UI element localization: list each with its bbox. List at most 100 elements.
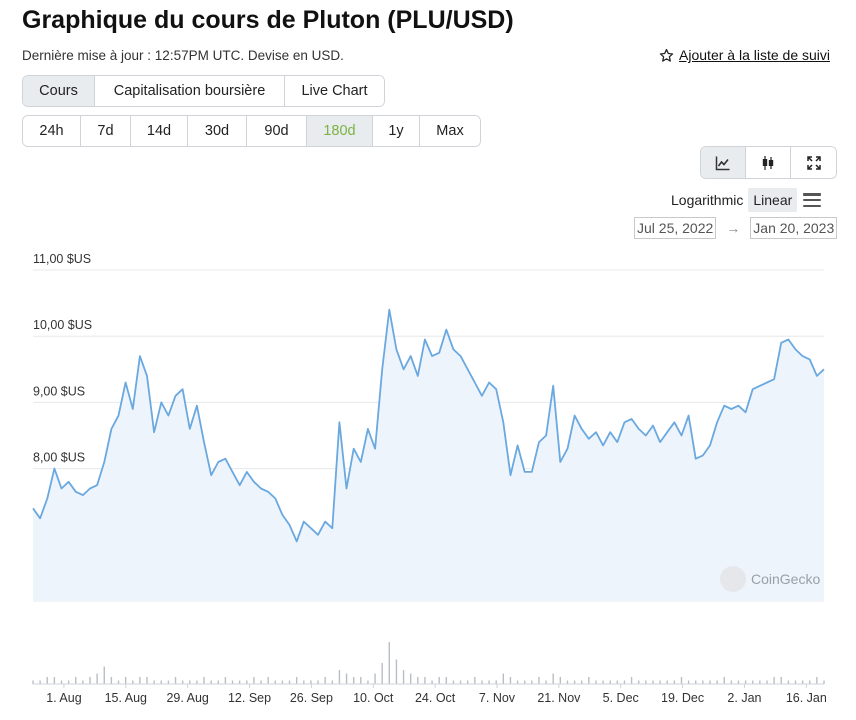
volume-bar bbox=[452, 680, 455, 684]
logarithmic-option[interactable]: Logarithmic bbox=[671, 192, 744, 208]
volume-bar bbox=[509, 677, 512, 684]
volume-bar bbox=[787, 680, 790, 684]
volume-bar bbox=[160, 680, 162, 684]
x-tick-label: 24. Oct bbox=[415, 691, 456, 705]
volume-bar bbox=[559, 677, 562, 684]
volume-bar bbox=[46, 677, 48, 684]
volume-bar bbox=[224, 677, 227, 684]
volume-bar bbox=[666, 680, 668, 684]
volume-bar bbox=[488, 680, 490, 684]
volume-bar bbox=[630, 677, 633, 684]
volume-bar bbox=[267, 677, 269, 684]
tab-market-cap[interactable]: Capitalisation boursière bbox=[95, 76, 285, 106]
add-to-watchlist-link[interactable]: Ajouter à la liste de suivi bbox=[659, 47, 830, 63]
volume-bar bbox=[459, 680, 462, 684]
range-14d-button[interactable]: 14d bbox=[131, 116, 188, 146]
volume-bar bbox=[110, 677, 113, 684]
x-tick-label: 21. Nov bbox=[537, 691, 581, 705]
volume-bar bbox=[702, 680, 704, 684]
volume-bar bbox=[780, 677, 782, 684]
volume-bar bbox=[730, 680, 733, 684]
volume-bar bbox=[210, 680, 212, 684]
volume-bar bbox=[352, 677, 355, 684]
volume-bar bbox=[181, 680, 184, 684]
volume-bar bbox=[823, 680, 825, 684]
candlestick-button[interactable] bbox=[746, 147, 791, 178]
volume-bar bbox=[744, 680, 747, 684]
watchlist-label: Ajouter à la liste de suivi bbox=[679, 47, 830, 63]
menu-icon[interactable] bbox=[803, 193, 822, 207]
volume-bar bbox=[32, 680, 34, 684]
fullscreen-button[interactable] bbox=[791, 147, 836, 178]
volume-bar bbox=[317, 680, 319, 684]
x-tick-label: 16. Jan bbox=[786, 691, 827, 705]
range-7d-button[interactable]: 7d bbox=[81, 116, 131, 146]
scale-toggle: Logarithmic Linear bbox=[666, 188, 822, 212]
volume-bar bbox=[139, 677, 141, 684]
volume-bar bbox=[417, 677, 419, 684]
volume-bar bbox=[516, 680, 519, 684]
volume-bar bbox=[652, 680, 654, 684]
range-90d-button[interactable]: 90d bbox=[247, 116, 307, 146]
volume-bar bbox=[709, 680, 711, 684]
volume-bar bbox=[645, 680, 647, 684]
volume-bar bbox=[538, 677, 540, 684]
last-updated-text: Dernière mise à jour : 12:57PM UTC. Devi… bbox=[22, 48, 344, 63]
volume-bar bbox=[174, 677, 177, 684]
linear-option[interactable]: Linear bbox=[748, 188, 798, 212]
arrow-right-icon: → bbox=[726, 220, 741, 236]
volume-bar bbox=[716, 680, 718, 684]
volume-bar bbox=[466, 680, 469, 684]
expand-icon bbox=[806, 155, 821, 170]
volume-bar bbox=[260, 680, 262, 684]
tab-live-chart[interactable]: Live Chart bbox=[285, 76, 384, 106]
range-30d-button[interactable]: 30d bbox=[188, 116, 247, 146]
volume-bar bbox=[274, 680, 276, 684]
coingecko-watermark: CoinGecko bbox=[720, 566, 820, 592]
x-tick-label: 2. Jan bbox=[727, 691, 761, 705]
volume-bar bbox=[766, 680, 768, 684]
volume-bar bbox=[816, 677, 818, 684]
range-max-button[interactable]: Max bbox=[420, 116, 480, 146]
volume-bar bbox=[545, 680, 547, 684]
range-1y-button[interactable]: 1y bbox=[373, 116, 420, 146]
volume-bar bbox=[773, 677, 775, 684]
volume-bar bbox=[809, 680, 811, 684]
volume-bar bbox=[246, 680, 248, 684]
volume-bar bbox=[552, 673, 554, 684]
volume-bar bbox=[345, 673, 348, 684]
volume-bar bbox=[623, 680, 626, 684]
x-tick-label: 10. Oct bbox=[353, 691, 394, 705]
volume-bar bbox=[117, 680, 120, 684]
volume-bar bbox=[253, 677, 255, 684]
coingecko-logo-icon bbox=[720, 566, 746, 592]
volume-bar bbox=[153, 680, 155, 684]
volume-bar bbox=[281, 680, 284, 684]
volume-bar bbox=[89, 677, 91, 684]
chart-type-selector bbox=[700, 146, 837, 179]
volume-bar bbox=[638, 680, 640, 684]
x-tick-label: 12. Sep bbox=[228, 691, 271, 705]
volume-bar bbox=[189, 680, 191, 684]
watermark-label: CoinGecko bbox=[751, 571, 821, 587]
range-24h-button[interactable]: 24h bbox=[23, 116, 81, 146]
x-tick-label: 5. Dec bbox=[603, 691, 639, 705]
volume-bar bbox=[445, 677, 448, 684]
x-tick-label: 26. Sep bbox=[290, 691, 333, 705]
tab-price[interactable]: Cours bbox=[23, 76, 95, 106]
range-180d-button[interactable]: 180d bbox=[307, 116, 373, 146]
volume-bar bbox=[367, 680, 369, 684]
time-range-selector: 24h 7d 14d 30d 90d 180d 1y Max bbox=[22, 115, 481, 147]
line-chart-button[interactable] bbox=[701, 147, 746, 178]
date-from-input[interactable]: Jul 25, 2022 bbox=[634, 217, 717, 239]
x-tick-label: 15. Aug bbox=[105, 691, 147, 705]
y-tick-label: 9,00 $US bbox=[33, 384, 85, 398]
volume-bar bbox=[409, 673, 412, 684]
volume-bar bbox=[737, 680, 740, 684]
volume-bar bbox=[502, 673, 505, 684]
date-to-input[interactable]: Jan 20, 2023 bbox=[750, 217, 838, 239]
volume-bar bbox=[687, 680, 690, 684]
volume-bar bbox=[231, 680, 234, 684]
volume-bar bbox=[801, 680, 804, 684]
